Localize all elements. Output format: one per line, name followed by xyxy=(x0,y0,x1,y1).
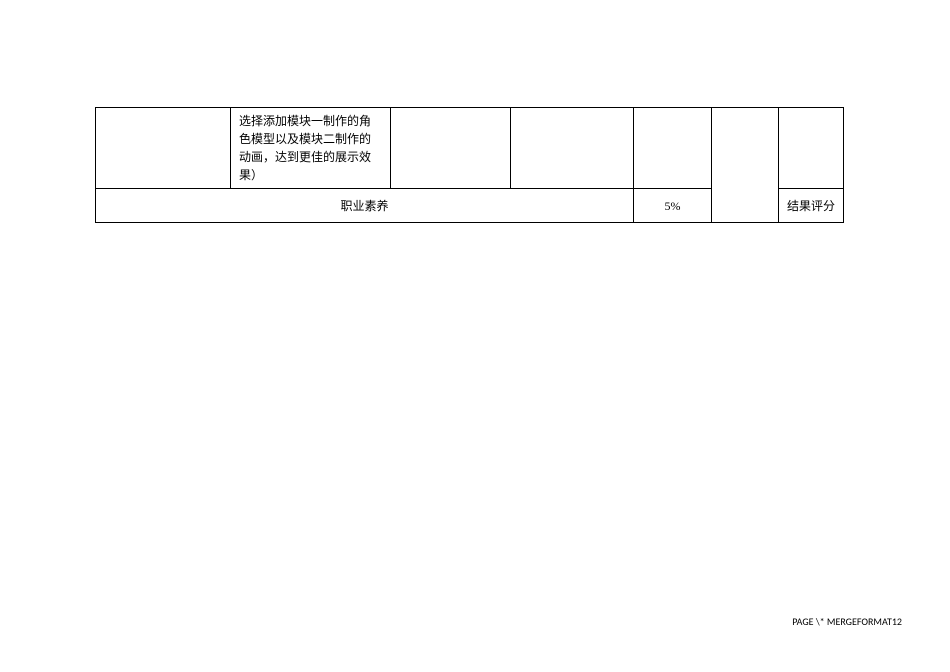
cell-text: 结果评分 xyxy=(787,199,835,213)
cell-text: 职业素养 xyxy=(340,199,388,213)
page-footer: PAGE \* MERGEFORMAT12 xyxy=(792,615,902,628)
cell-text: 选择添加模块一制作的角色模型以及模块二制作的动画，达到更佳的展示效果） xyxy=(239,114,371,182)
evaluation-table-container: 选择添加模块一制作的角色模型以及模块二制作的动画，达到更佳的展示效果） 职业素养… xyxy=(95,107,844,223)
row2-cell4: 结果评分 xyxy=(779,189,844,223)
row1-cell4 xyxy=(511,108,634,189)
row1-cell7 xyxy=(779,108,844,189)
row1-cell2: 选择添加模块一制作的角色模型以及模块二制作的动画，达到更佳的展示效果） xyxy=(231,108,391,189)
row1-cell5 xyxy=(634,108,712,189)
row2-cell2: 5% xyxy=(634,189,712,223)
row1-cell3 xyxy=(391,108,511,189)
footer-text: PAGE \* MERGEFORMAT12 xyxy=(792,615,902,628)
evaluation-table: 选择添加模块一制作的角色模型以及模块二制作的动画，达到更佳的展示效果） 职业素养… xyxy=(95,107,844,223)
row2-cell1-merged: 职业素养 xyxy=(96,189,634,223)
row1-cell6-merged xyxy=(712,108,779,223)
cell-text: 5% xyxy=(665,199,681,213)
row1-cell1 xyxy=(96,108,231,189)
table-row: 选择添加模块一制作的角色模型以及模块二制作的动画，达到更佳的展示效果） xyxy=(96,108,844,189)
